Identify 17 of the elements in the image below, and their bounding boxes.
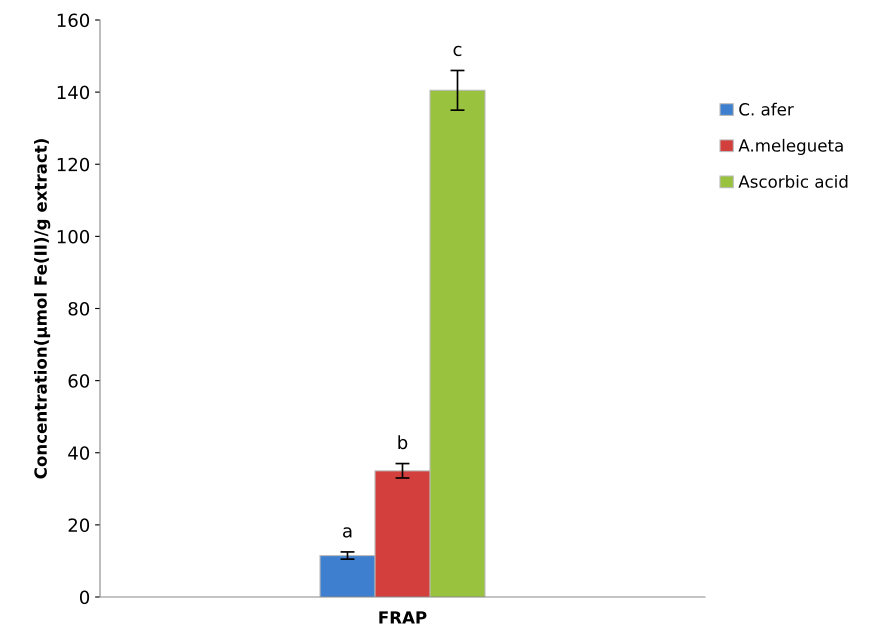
y-tick-label: 160	[58, 13, 90, 28]
y-tick-label: 120	[58, 158, 90, 172]
y-tick-label: 140	[58, 86, 90, 100]
annotation: a	[343, 527, 352, 538]
y-tick-label: 80	[68, 302, 90, 316]
y-tick-label: 100	[58, 230, 90, 244]
legend-label: A.melegueta	[738, 138, 843, 156]
y-tick-label: 60	[68, 374, 90, 388]
x-tick-label: FRAP	[379, 611, 426, 624]
y-tick-label: 20	[68, 518, 90, 532]
y-tick-label: 0	[80, 590, 90, 604]
annotation: b	[398, 435, 408, 450]
legend-label: C. afer	[739, 102, 794, 116]
legend-label: Ascorbic acid	[738, 175, 848, 188]
y-axis-title: Concentration(µmol Fe(II)/g extract)	[34, 139, 50, 479]
annotation: c	[454, 46, 462, 56]
y-tick-label: 40	[68, 446, 90, 460]
